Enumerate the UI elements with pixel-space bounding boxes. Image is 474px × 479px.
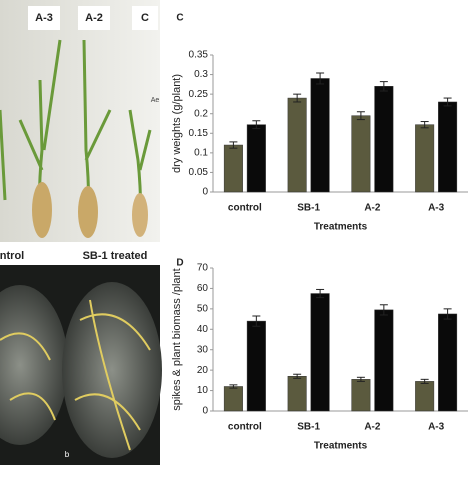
error-bar — [379, 81, 388, 92]
y-tick-label: 60 — [197, 283, 209, 294]
x-tick-label: A-3 — [428, 422, 445, 433]
x-tick-label: A-2 — [364, 203, 381, 214]
x-tick-label: A-2 — [364, 422, 381, 433]
error-bar — [420, 378, 429, 384]
x-axis-label: Treatments — [314, 222, 368, 233]
error-bar — [316, 72, 325, 85]
x-axis-label: Treatments — [314, 441, 368, 452]
bar — [246, 124, 266, 193]
x-tick-label: control — [228, 422, 262, 433]
bar — [351, 379, 371, 412]
bar — [287, 97, 307, 193]
y-tick-label: 0 — [202, 187, 208, 198]
bar — [287, 376, 307, 412]
error-bar — [293, 93, 302, 103]
panel-label: C — [176, 13, 183, 24]
error-bar — [229, 141, 238, 149]
bar — [351, 115, 371, 193]
error-bar — [252, 120, 261, 130]
y-tick-label: 20 — [197, 365, 209, 376]
y-tick-label: 10 — [197, 385, 209, 396]
error-bar — [229, 384, 238, 389]
y-tick-label: 0 — [202, 406, 208, 417]
bar — [223, 144, 243, 193]
x-tick-label: SB-1 — [297, 203, 320, 214]
y-tick-label: 30 — [197, 344, 209, 355]
photo-label: Ae — [151, 97, 160, 104]
bar — [438, 313, 458, 412]
y-axis-label: dry weights (g/plant) — [171, 74, 183, 173]
y-tick-label: 40 — [197, 324, 209, 335]
photo-label: SB-1 treated — [83, 250, 148, 262]
y-tick-label: 0.35 — [189, 50, 209, 61]
y-tick-label: 50 — [197, 303, 209, 314]
y-axis-label: spikes & plant biomass /plant — [171, 268, 183, 410]
error-bar — [356, 111, 365, 121]
photo-label: C — [141, 12, 149, 24]
error-bar — [443, 97, 452, 107]
photo-label: b — [65, 450, 70, 459]
bar — [223, 386, 243, 412]
y-tick-label: 0.2 — [194, 108, 208, 119]
bar — [246, 320, 266, 412]
x-tick-label: A-3 — [428, 203, 445, 214]
error-bar — [252, 315, 261, 327]
bar — [310, 293, 330, 412]
bar — [310, 78, 330, 193]
photo-top — [0, 0, 160, 242]
error-bar — [420, 121, 429, 129]
y-tick-label: 0.25 — [189, 89, 209, 100]
error-bar — [443, 308, 452, 320]
x-tick-label: control — [228, 203, 262, 214]
x-tick-label: SB-1 — [297, 422, 320, 433]
bar — [374, 309, 394, 412]
bar — [374, 86, 394, 193]
error-bar — [293, 373, 302, 379]
photo-label: A-3 — [35, 12, 53, 24]
y-tick-label: 0.05 — [189, 167, 209, 178]
photo-label: A-2 — [85, 12, 103, 24]
bar — [438, 101, 458, 193]
y-tick-label: 70 — [197, 263, 209, 274]
photo-label: ntrol — [0, 250, 24, 262]
y-tick-label: 0.15 — [189, 128, 209, 139]
error-bar — [316, 288, 325, 299]
y-tick-label: 0.3 — [194, 69, 208, 80]
error-bar — [356, 376, 365, 382]
bar — [415, 124, 435, 193]
bar — [415, 381, 435, 412]
panel-label: D — [176, 258, 183, 269]
y-tick-label: 0.1 — [194, 147, 208, 158]
photo-bottom — [0, 265, 162, 465]
error-bar — [379, 304, 388, 316]
